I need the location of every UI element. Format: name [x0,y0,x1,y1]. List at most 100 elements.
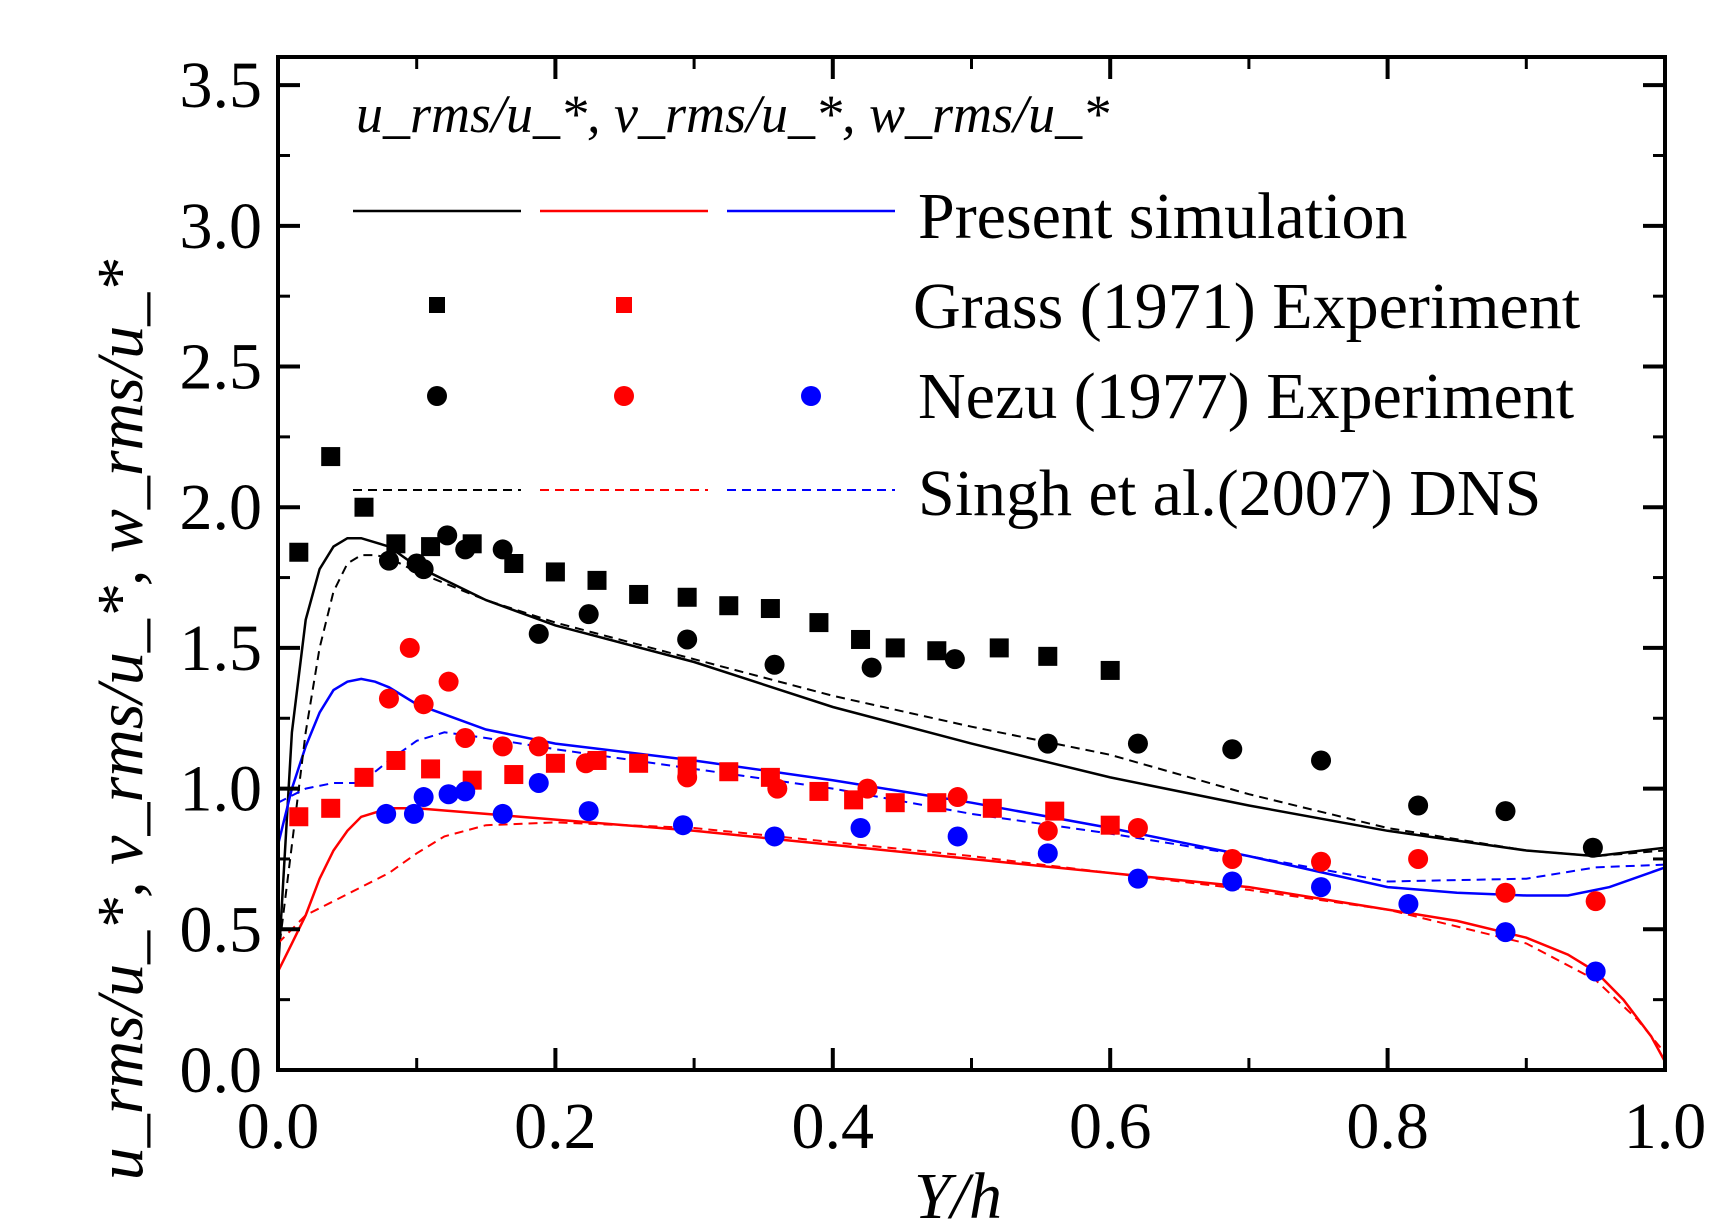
legend-square-grass-v [616,297,632,313]
x-tick-label: 0.8 [1346,1090,1429,1163]
present-simulation-v-line [276,807,1667,1063]
axes: 0.0 0.5 1.0 1.5 2.0 2.5 3.0 3.5 0.0 0.2 0.4 0.6 0.8 1… [180,49,1707,1163]
grass-1971-experiment-v-point [545,753,565,773]
nezu-1977-experiment-u-point [944,649,965,670]
nezu-1977-experiment-w-point [1311,877,1332,898]
grass-1971-experiment-u-point [629,584,649,604]
grass-1971-experiment-u-point [545,562,565,582]
legend-square-grass-u [429,297,445,313]
nezu-1977-experiment-w-point [1495,922,1516,943]
nezu-1977-experiment-w-point [850,818,871,839]
nezu-1977-experiment-v-point [677,767,698,788]
nezu-1977-experiment-w-point [578,801,599,822]
nezu-1977-experiment-v-point [1127,818,1148,839]
x-tick-label: 0.4 [792,1090,875,1163]
grass-1971-experiment-v-point [1100,815,1120,835]
grass-1971-experiment-u-point [989,638,1009,658]
nezu-1977-experiment-w-point [492,803,513,824]
singh-et-al-2007-dns-v-line [277,821,1666,1054]
nezu-1977-experiment-u-point [528,623,549,644]
nezu-1977-experiment-v-point [399,637,420,658]
nezu-1977-experiment-v-point [1037,820,1058,841]
legend-circle-nezu-u [427,386,447,406]
nezu-1977-experiment-w-point [413,787,434,808]
grass-1971-experiment-u-point [1100,660,1120,680]
grass-1971-experiment-u-point [289,542,309,562]
x-tick-label: 1.0 [1624,1090,1707,1163]
grass-1971-experiment-v-point [504,765,524,785]
nezu-1977-experiment-w-point [673,815,694,836]
y-tick-label: 1.5 [180,612,263,685]
grass-1971-experiment-v-point [809,781,829,801]
grass-1971-experiment-u-point [677,587,697,607]
nezu-1977-experiment-u-point [1495,801,1516,822]
nezu-1977-experiment-u-point [1408,795,1429,816]
nezu-1977-experiment-u-point [1127,733,1148,754]
grass-1971-experiment-u-point [809,613,829,633]
grass-1971-experiment-u-point [386,534,406,554]
singh-et-al-2007-dns-u-line [277,554,1666,958]
series-layer [276,447,1667,1063]
grass-1971-experiment-u-point [421,537,441,557]
nezu-1977-experiment-w-point [1222,871,1243,892]
nezu-1977-experiment-w-point [1127,868,1148,889]
x-tick-label: 0.0 [237,1090,320,1163]
grass-1971-experiment-u-point [321,447,341,467]
nezu-1977-experiment-v-point [528,736,549,757]
x-axis-title: Y/h [914,1160,1002,1230]
grass-1971-experiment-v-point [629,753,649,773]
nezu-1977-experiment-u-point [1582,837,1603,858]
nezu-1977-experiment-w-point [1037,843,1058,864]
nezu-1977-experiment-v-point [1408,848,1429,869]
nezu-1977-experiment-v-point [1495,882,1516,903]
y-tick-label: 2.5 [180,331,263,404]
grass-1971-experiment-u-point [587,570,607,590]
nezu-1977-experiment-v-point [1585,891,1606,912]
y-tick-label: 1.0 [180,753,263,826]
nezu-1977-experiment-u-point [378,550,399,571]
nezu-1977-experiment-u-point [1222,739,1243,760]
nezu-1977-experiment-v-point [1311,851,1332,872]
nezu-1977-experiment-u-point [861,657,882,678]
nezu-1977-experiment-u-point [1311,750,1332,771]
legend-label-grass-experiment: Grass (1971) Experiment [913,270,1580,343]
nezu-1977-experiment-w-point [1398,893,1419,914]
grass-1971-experiment-u-point [504,554,524,573]
nezu-1977-experiment-v-point [767,778,788,799]
grass-1971-experiment-v-point [289,807,309,827]
grass-1971-experiment-u-point [851,629,871,649]
nezu-1977-experiment-u-point [578,604,599,625]
nezu-1977-experiment-u-point [764,654,785,675]
legend-label-present-simulation: Present simulation [918,180,1407,253]
nezu-1977-experiment-w-point [403,803,424,824]
nezu-1977-experiment-u-point [455,539,476,560]
nezu-1977-experiment-u-point [677,629,698,650]
grass-1971-experiment-u-point [719,596,739,616]
nezu-1977-experiment-u-point [413,559,434,580]
y-tick-label: 2.0 [180,471,263,544]
legend-label-singh-dns: Singh et al.(2007) DNS [918,457,1541,530]
grass-1971-experiment-v-point [927,793,947,813]
nezu-1977-experiment-v-point [1222,848,1243,869]
grass-1971-experiment-v-point [1045,801,1065,821]
nezu-1977-experiment-u-point [492,539,513,560]
nezu-1977-experiment-v-point [378,688,399,709]
present-simulation-w-line [276,677,1666,897]
y-tick-label: 3.0 [180,190,263,263]
nezu-1977-experiment-v-point [857,778,878,799]
nezu-1977-experiment-w-point [376,803,397,824]
nezu-1977-experiment-v-point [413,694,434,715]
y-tick-label: 0.0 [180,1034,263,1107]
grass-1971-experiment-u-point [760,599,780,619]
nezu-1977-experiment-u-point [1037,733,1058,754]
grass-1971-experiment-v-point [885,793,905,813]
grass-1971-experiment-u-point [1038,646,1058,666]
nezu-1977-experiment-v-point [575,753,596,774]
nezu-1977-experiment-v-point [492,736,513,757]
grass-1971-experiment-v-point [421,759,441,779]
x-tick-label: 0.2 [514,1090,597,1163]
grass-1971-experiment-v-point [321,798,341,818]
grass-1971-experiment-u-point [354,497,374,517]
y-tick-label: 3.5 [180,49,263,122]
